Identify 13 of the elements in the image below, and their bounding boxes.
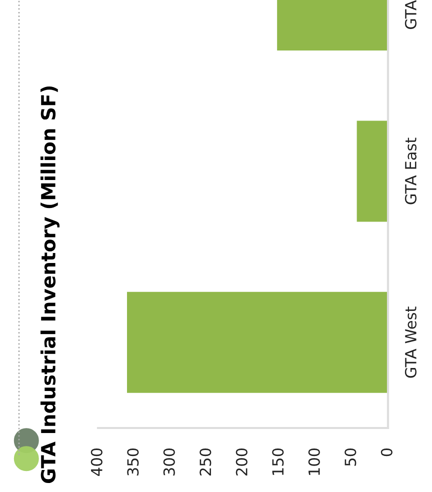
x-tick-label: 300 bbox=[163, 448, 175, 476]
x-tick-label: 200 bbox=[236, 448, 248, 476]
x-tick-label: 250 bbox=[200, 448, 212, 476]
x-tick-label: 50 bbox=[344, 448, 356, 466]
x-tick-label: 0 bbox=[380, 448, 392, 456]
y-tick-label: GTA bbox=[404, 0, 416, 30]
y-tick-label: GTA East bbox=[404, 138, 416, 204]
x-tick-label: 350 bbox=[127, 448, 139, 476]
x-tick-label: 400 bbox=[90, 448, 102, 476]
text: GTA Industrial Inventory (Million SF) bbox=[40, 86, 60, 484]
y-tick-label: GTA West bbox=[404, 306, 416, 378]
x-tick-label: 150 bbox=[272, 448, 284, 475]
x-tick-label: 100 bbox=[308, 448, 320, 475]
